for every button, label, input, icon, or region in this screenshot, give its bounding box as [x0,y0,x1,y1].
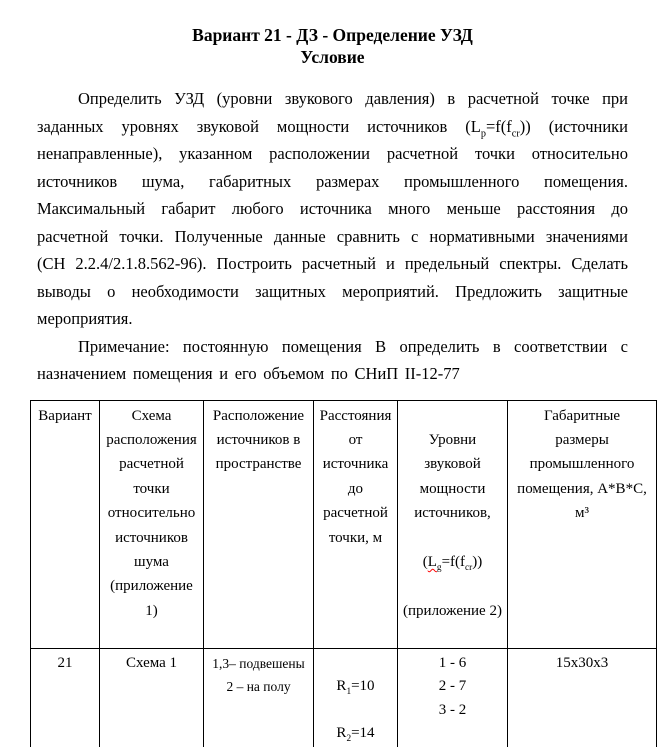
cell-dimensions: 15x30x3 [507,647,657,747]
r1-value: =10 [351,678,375,695]
distance-r2: R2=14 [315,722,396,746]
levels-header-text: Уровни звуковой мощности источников, [414,431,491,522]
cell-variant: 21 [30,647,100,747]
table-header-row: Вариант Схема расположения расчетной точ… [30,399,657,649]
r1-base: R [336,678,347,695]
document-title: Вариант 21 - ДЗ - Определение УЗД [192,25,473,45]
formula-L: L [427,553,437,570]
col-header-scheme: Схема расположения расчетной точки относ… [99,399,204,649]
col-header-levels: Уровни звуковой мощности источников, (Lg… [397,399,508,649]
cell-scheme: Схема 1 [99,647,204,747]
cell-location: 1,3– подвешены 2 – на полу [203,647,314,747]
distance-r1: R1=10 [315,675,396,699]
task-formula-mid: =f(f [486,116,512,136]
cell-distances: R1=10 R2=14 R3=3 [313,647,398,747]
formula-sub-cr: cr [511,127,520,139]
task-paragraph: Определить УЗД (уровни звукового давлени… [37,85,628,333]
r2-value: =14 [351,725,375,742]
formula-close-paren: )) [472,553,483,570]
levels-header-formula: (Lg=f(fcr)) [399,550,506,574]
formula-mid: =f(f [441,553,466,570]
r2-base: R [336,725,347,742]
r1-sub: 1 [346,687,352,698]
col-header-dimensions: Габаритные размеры промышленного помещен… [507,399,657,649]
col-header-location: Расположение источников в пространстве [203,399,314,649]
r2-sub: 2 [346,734,352,745]
formula-sub-p: p [480,127,486,139]
cell-levels: 1 - 6 2 - 7 3 - 2 [397,647,508,747]
variant-table: Вариант Схема расположения расчетной точ… [30,399,657,747]
levels-header-appendix: (приложение 2) [403,602,502,619]
col-header-distances: Расстояния от источника до расчетной точ… [313,399,398,649]
formula-sub-g: g [436,562,442,573]
formula-open-paren: ( [422,553,428,570]
col-header-variant: Вариант [30,399,100,649]
document-subtitle: Условие [300,47,365,67]
note-paragraph: Примечание: постоянную помещения В опред… [37,336,628,384]
formula-sub-cr: cr [465,562,473,573]
task-text-before: Определить УЗД (уровни звукового давлени… [37,89,628,136]
task-text-after: )) (источники ненаправленные), указанном… [37,116,629,329]
table-data-row: 21 Схема 1 1,3– подвешены 2 – на полу R1… [30,647,657,747]
spellcheck-underlined-symbol: Lg [427,553,442,573]
